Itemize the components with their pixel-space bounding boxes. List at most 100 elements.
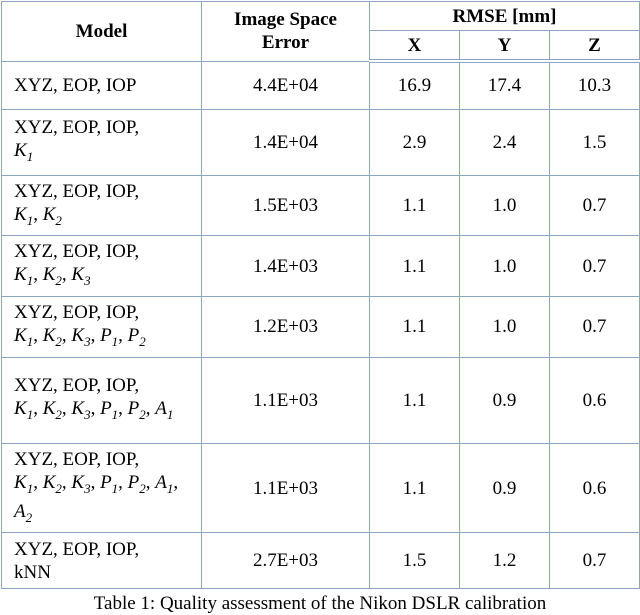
error-cell: 1.1E+03 <box>201 356 370 444</box>
model-parameter: K1 <box>14 398 34 423</box>
model-text: , <box>33 325 43 347</box>
model-text: XYZ, EOP, IOP, <box>14 302 140 324</box>
error-cell: 1.2E+03 <box>201 296 370 358</box>
model-parameter: K2 <box>43 325 62 349</box>
parameter-symbol: P <box>100 325 112 347</box>
parameter-index: 2 <box>25 509 33 525</box>
rmse-cell: 0.9 <box>459 356 550 444</box>
model-parameter: P1 <box>100 472 119 496</box>
rmse-cell: 1.1 <box>369 296 460 358</box>
model-text: , <box>61 325 72 347</box>
rmse-cell: 1.5 <box>549 108 640 176</box>
parameter-index: 3 <box>84 480 91 496</box>
model-parameter: A2 <box>14 501 33 525</box>
rmse-cell: 0.9 <box>459 442 550 534</box>
parameter-index: 3 <box>84 333 91 349</box>
parameter-index: 2 <box>139 480 146 496</box>
parameter-symbol: K <box>71 325 85 347</box>
model-text: , <box>61 471 72 493</box>
parameter-symbol: K <box>14 471 27 493</box>
rmse-cell: 2.9 <box>369 108 460 176</box>
parameter-symbol: P <box>127 471 140 493</box>
model-text: , <box>145 398 156 420</box>
table-body: XYZ, EOP, IOP 4.4E+04 16.9 17.4 10.3 XYZ, EOP… <box>1 60 640 590</box>
parameter-symbol: A <box>155 471 167 493</box>
parameter-index: 2 <box>55 480 62 496</box>
error-cell: 4.4E+04 <box>201 60 370 110</box>
parameter-symbol: K <box>71 471 85 493</box>
model-text: , <box>33 203 43 225</box>
table-row: XYZ, EOP, IOP, K1, K2, K3, P1, P2, A1 1.1E… <box>1 356 640 444</box>
parameter-symbol: K <box>71 398 85 420</box>
table-row: XYZ, EOP, IOP 4.4E+04 16.9 17.4 10.3 <box>1 60 640 110</box>
parameter-index: 2 <box>55 407 62 423</box>
table-row: XYZ, EOP, IOP, K1, K2 1.5E+03 1.1 1.0 0.7 <box>1 174 640 237</box>
model-text: , <box>118 398 128 420</box>
parameter-index: 2 <box>139 333 146 349</box>
header-error: Image Space Error <box>201 1 370 62</box>
parameter-index: 1 <box>26 273 34 289</box>
parameter-index: 1 <box>111 333 119 349</box>
model-parameter: K2 <box>42 398 62 423</box>
error-cell: 2.7E+03 <box>201 532 370 590</box>
model-text: XYZ, EOP, IOP <box>14 74 137 96</box>
parameter-symbol: K <box>14 140 27 162</box>
parameter-symbol: K <box>14 264 27 286</box>
model-parameter: K1 <box>14 203 33 228</box>
error-cell: 1.5E+03 <box>201 174 370 237</box>
parameter-symbol: K <box>42 203 56 225</box>
model-cell: XYZ, EOP, IOP, K1, K2 <box>1 174 202 237</box>
parameter-index: 1 <box>111 480 119 496</box>
model-parameter: A1 <box>155 471 173 496</box>
parameter-index: 2 <box>55 333 62 349</box>
model-parameter: P2 <box>128 398 146 422</box>
parameter-symbol: K <box>14 203 27 225</box>
header-axis: Z <box>549 30 640 63</box>
model-text: , <box>33 471 43 493</box>
header-model: Model <box>1 1 202 62</box>
rmse-cell: 0.7 <box>549 532 640 590</box>
results-table: Model Image Space Error RMSE [mm] X Y Z … <box>1 1 640 590</box>
model-parameter: K2 <box>42 471 62 496</box>
model-text: XYZ, EOP, IOP, <box>14 448 140 470</box>
model-parameter: K1 <box>14 325 33 349</box>
model-text: , <box>118 471 128 493</box>
model-parameter: K1 <box>14 471 34 496</box>
rmse-cell: 1.1 <box>369 174 460 237</box>
error-cell: 1.4E+04 <box>201 108 370 176</box>
parameter-index: 1 <box>166 407 174 423</box>
parameter-symbol: A <box>155 398 167 420</box>
parameter-symbol: K <box>14 325 27 347</box>
rmse-cell: 17.4 <box>459 60 550 110</box>
model-text: , <box>145 471 156 493</box>
model-parameter: P2 <box>128 325 146 349</box>
parameter-index: 1 <box>26 407 34 423</box>
parameter-index: 1 <box>26 148 34 164</box>
model-text: XYZ, EOP, IOP, <box>14 241 140 263</box>
model-cell: XYZ, EOP, IOP, K1 <box>1 108 202 176</box>
rmse-cell: 16.9 <box>369 60 460 110</box>
model-parameter: K3 <box>71 325 91 349</box>
parameter-symbol: K <box>42 398 56 420</box>
rmse-cell: 1.0 <box>459 174 550 237</box>
parameter-symbol: K <box>42 471 56 493</box>
model-text: , <box>33 398 43 420</box>
parameter-index: 1 <box>26 480 34 496</box>
rmse-cell: 1.1 <box>369 356 460 444</box>
model-text: XYZ, EOP, IOP, <box>14 180 140 202</box>
table-row: XYZ, EOP, IOP, kNN 2.7E+03 1.5 1.2 0.7 <box>1 532 640 590</box>
table-row: XYZ, EOP, IOP, K1, K2, K3 1.4E+03 1.1 1.0 0.7 <box>1 235 640 298</box>
rmse-cell: 2.4 <box>459 108 550 176</box>
parameter-index: 3 <box>84 407 91 423</box>
model-cell: XYZ, EOP, IOP, kNN <box>1 532 202 590</box>
parameter-index: 2 <box>55 212 62 228</box>
model-parameter: K3 <box>71 471 91 496</box>
model-text: , <box>90 471 101 493</box>
rmse-cell: 1.0 <box>459 296 550 358</box>
caption: Table 1: Quality assessment of the Nikon… <box>93 593 547 615</box>
parameter-symbol: K <box>71 264 85 286</box>
table-row: XYZ, EOP, IOP, K1 1.4E+04 2.9 2.4 1.5 <box>1 108 640 176</box>
model-parameter: P1 <box>100 398 118 422</box>
model-parameter: P1 <box>100 325 119 349</box>
